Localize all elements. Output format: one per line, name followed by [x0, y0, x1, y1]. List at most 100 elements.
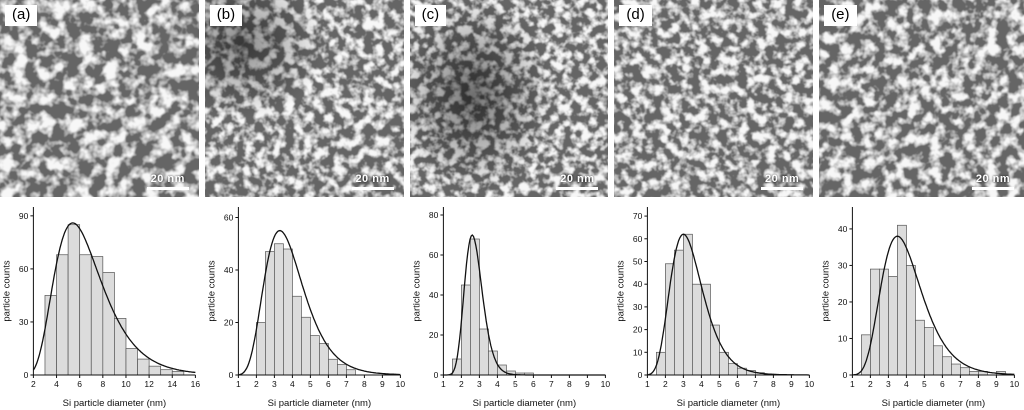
scale-bar-label: 20 nm	[560, 173, 595, 185]
svg-text:5: 5	[717, 379, 722, 389]
panel-label: (d)	[619, 5, 652, 26]
svg-text:7: 7	[753, 379, 758, 389]
svg-text:5: 5	[922, 379, 927, 389]
svg-text:4: 4	[904, 379, 909, 389]
svg-text:40: 40	[838, 224, 848, 234]
svg-text:60: 60	[19, 264, 29, 274]
svg-text:6: 6	[735, 379, 740, 389]
scale-bar: 20 nm	[351, 173, 394, 190]
svg-text:20: 20	[429, 330, 439, 340]
svg-text:3: 3	[477, 379, 482, 389]
figure-panel-a: (a) 20 nm 2 4 6 8 10 12 14 16 0 30 60 90 Si particle…	[0, 0, 205, 410]
svg-text:6: 6	[940, 379, 945, 389]
scale-bar: 20 nm	[556, 173, 599, 190]
svg-text:10: 10	[838, 333, 848, 343]
svg-text:7: 7	[344, 379, 349, 389]
panel-label: (c)	[414, 5, 447, 26]
svg-text:0: 0	[433, 370, 438, 380]
svg-text:20: 20	[633, 325, 643, 335]
svg-text:0: 0	[638, 370, 643, 380]
svg-text:40: 40	[224, 265, 234, 275]
svg-text:8: 8	[362, 379, 367, 389]
scale-bar-label: 20 nm	[765, 173, 800, 185]
svg-text:10: 10	[121, 379, 131, 389]
svg-text:16: 16	[191, 379, 201, 389]
svg-text:2: 2	[868, 379, 873, 389]
histogram-chart: 1 2 3 4 5 6 7 8 9 10 0 10 20 30 40 Si particle diameter…	[819, 197, 1024, 410]
panel-label: (a)	[5, 5, 38, 26]
svg-text:12: 12	[144, 379, 154, 389]
scale-bar: 20 nm	[971, 173, 1014, 190]
svg-text:Si particle diameter (nm): Si particle diameter (nm)	[267, 398, 370, 409]
tem-micrograph: (d) 20 nm	[614, 0, 814, 197]
svg-text:1: 1	[850, 379, 855, 389]
histogram-chart: 2 4 6 8 10 12 14 16 0 30 60 90 Si particle diameter …	[0, 197, 205, 410]
svg-text:60: 60	[224, 213, 234, 223]
svg-text:20: 20	[224, 318, 234, 328]
svg-text:7: 7	[958, 379, 963, 389]
svg-text:Si particle diameter (nm): Si particle diameter (nm)	[882, 398, 985, 409]
svg-text:particle counts: particle counts	[616, 260, 627, 322]
svg-text:2: 2	[663, 379, 668, 389]
svg-text:8: 8	[567, 379, 572, 389]
svg-text:Si particle diameter (nm): Si particle diameter (nm)	[677, 398, 780, 409]
svg-text:6: 6	[77, 379, 82, 389]
svg-text:9: 9	[380, 379, 385, 389]
figure-panel-c: (c) 20 nm 1 2 3 4 5 6 7 8 9 10 0 20 40 60 80 Si particl…	[409, 0, 615, 410]
svg-text:60: 60	[633, 234, 643, 244]
svg-text:4: 4	[495, 379, 500, 389]
svg-text:3: 3	[681, 379, 686, 389]
svg-text:3: 3	[886, 379, 891, 389]
svg-text:8: 8	[976, 379, 981, 389]
svg-text:40: 40	[429, 290, 439, 300]
tem-micrograph: (a) 20 nm	[0, 0, 199, 197]
svg-text:0: 0	[24, 370, 29, 380]
micrograph-texture	[409, 0, 609, 197]
micrograph-texture	[614, 0, 814, 197]
histogram-chart: 1 2 3 4 5 6 7 8 9 10 0 20 40 60 Si particle diameter (…	[204, 197, 410, 410]
svg-text:80: 80	[429, 210, 439, 220]
svg-text:2: 2	[31, 379, 36, 389]
svg-text:8: 8	[771, 379, 776, 389]
panel-label: (e)	[824, 5, 857, 26]
svg-text:1: 1	[441, 379, 446, 389]
micrograph-texture	[819, 0, 1024, 197]
scale-bar-line	[971, 187, 1014, 190]
tem-micrograph: (b) 20 nm	[204, 0, 404, 197]
scale-bar-line	[761, 187, 804, 190]
svg-text:particle counts: particle counts	[206, 260, 217, 322]
scale-bar-label: 20 nm	[150, 173, 185, 185]
svg-text:5: 5	[308, 379, 313, 389]
svg-text:6: 6	[531, 379, 536, 389]
svg-text:30: 30	[633, 302, 643, 312]
svg-text:4: 4	[54, 379, 59, 389]
scale-bar: 20 nm	[761, 173, 804, 190]
svg-text:9: 9	[585, 379, 590, 389]
scale-bar: 20 nm	[146, 173, 189, 190]
svg-text:Si particle diameter (nm): Si particle diameter (nm)	[63, 398, 166, 409]
svg-text:5: 5	[513, 379, 518, 389]
figure-panel-b: (b) 20 nm 1 2 3 4 5 6 7 8 9 10 0 20 40 60 Si particle …	[204, 0, 410, 410]
svg-text:7: 7	[549, 379, 554, 389]
svg-text:9: 9	[994, 379, 999, 389]
svg-text:10: 10	[1010, 379, 1020, 389]
svg-text:40: 40	[633, 279, 643, 289]
svg-text:4: 4	[699, 379, 704, 389]
svg-text:20: 20	[838, 297, 848, 307]
svg-text:50: 50	[633, 256, 643, 266]
scale-bar-line	[146, 187, 189, 190]
svg-text:10: 10	[600, 379, 610, 389]
svg-text:3: 3	[272, 379, 277, 389]
svg-text:1: 1	[645, 379, 650, 389]
histogram-chart: 1 2 3 4 5 6 7 8 9 10 0 20 40 60 80 Si particle diameter…	[409, 197, 615, 410]
svg-text:30: 30	[838, 260, 848, 270]
svg-text:8: 8	[100, 379, 105, 389]
figure-panel-e: (e) 20 nm 1 2 3 4 5 6 7 8 9 10 0 10 20 30 40 Si particl…	[819, 0, 1024, 410]
svg-text:2: 2	[459, 379, 464, 389]
svg-text:14: 14	[168, 379, 178, 389]
tem-micrograph: (c) 20 nm	[409, 0, 609, 197]
histogram-chart: 1 2 3 4 5 6 7 8 9 10 0 10 20 30 40 50 60 70 Si particle di…	[614, 197, 820, 410]
svg-text:10: 10	[395, 379, 405, 389]
svg-text:1: 1	[236, 379, 241, 389]
